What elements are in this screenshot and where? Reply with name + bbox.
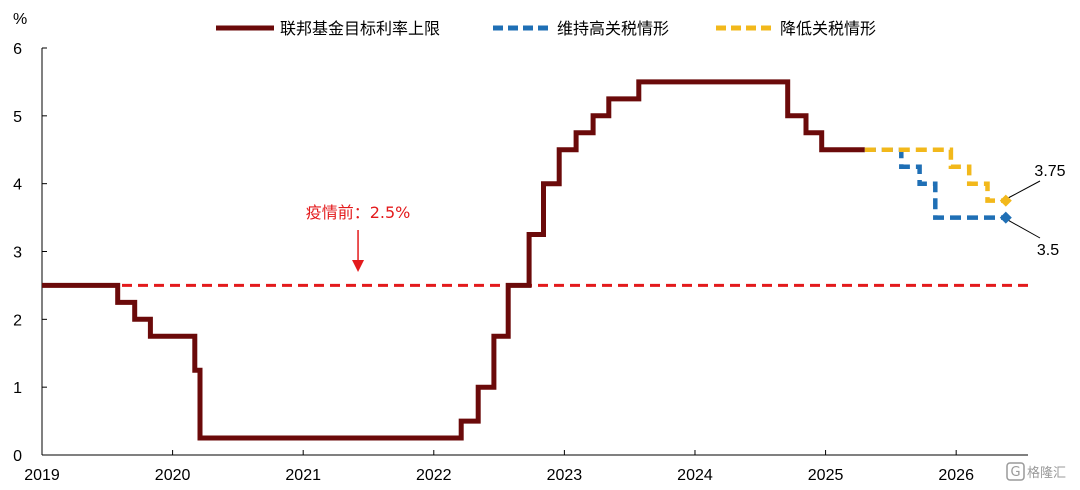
legend-label-2: 降低关税情形 [780, 19, 876, 38]
legend: 联邦基金目标利率上限 维持高关税情形 降低关税情形 [216, 19, 876, 38]
x-tick-label: 2024 [677, 467, 713, 484]
x-tick-label: 2025 [808, 467, 844, 484]
series-line-0 [42, 79, 865, 441]
series-group [42, 79, 1012, 441]
pre-pandemic-annotation: 疫情前：2.5% [306, 203, 411, 222]
x-tick-label: 2023 [547, 467, 583, 484]
series-line-2 [864, 147, 1006, 203]
x-tick-label: 2021 [285, 467, 321, 484]
svg-text:G: G [1010, 465, 1020, 480]
watermark-logo-icon: G [1006, 462, 1025, 481]
axes: 0 1 2 3 4 5 6% 2019 2020 2021 2022 2023 2024 2025 2026 [13, 11, 1028, 484]
y-tick-label: 1 [13, 380, 22, 397]
label-3-75: 3.75 [1034, 163, 1065, 180]
leader-line-3-5 [1008, 220, 1041, 239]
y-tick-label: 2 [13, 312, 22, 329]
annotation-arrow-head [352, 260, 365, 272]
x-tick-label: 2022 [416, 467, 452, 484]
y-tick-label: 6 [13, 41, 22, 58]
x-tick-label: 2026 [938, 467, 974, 484]
series-line-1 [864, 147, 1006, 220]
y-tick-label: 4 [13, 177, 22, 194]
y-tick-label: 0 [13, 448, 22, 465]
legend-label-1: 维持高关税情形 [557, 19, 669, 38]
label-3-5: 3.5 [1037, 242, 1059, 259]
annotations-group: 疫情前：2.5% 3.75 3.5 [306, 163, 1066, 272]
x-tick-label: 2019 [24, 467, 60, 484]
x-tick-label: 2020 [155, 467, 191, 484]
y-tick-label: 5 [13, 109, 22, 126]
y-axis-label: % [13, 11, 27, 28]
y-tick-label: 3 [13, 245, 22, 262]
watermark-text: 格隆汇 [1027, 465, 1066, 481]
legend-label-0: 联邦基金目标利率上限 [280, 19, 440, 38]
watermark: G 格隆汇 [1006, 462, 1066, 481]
leader-line-3-75 [1008, 180, 1041, 199]
